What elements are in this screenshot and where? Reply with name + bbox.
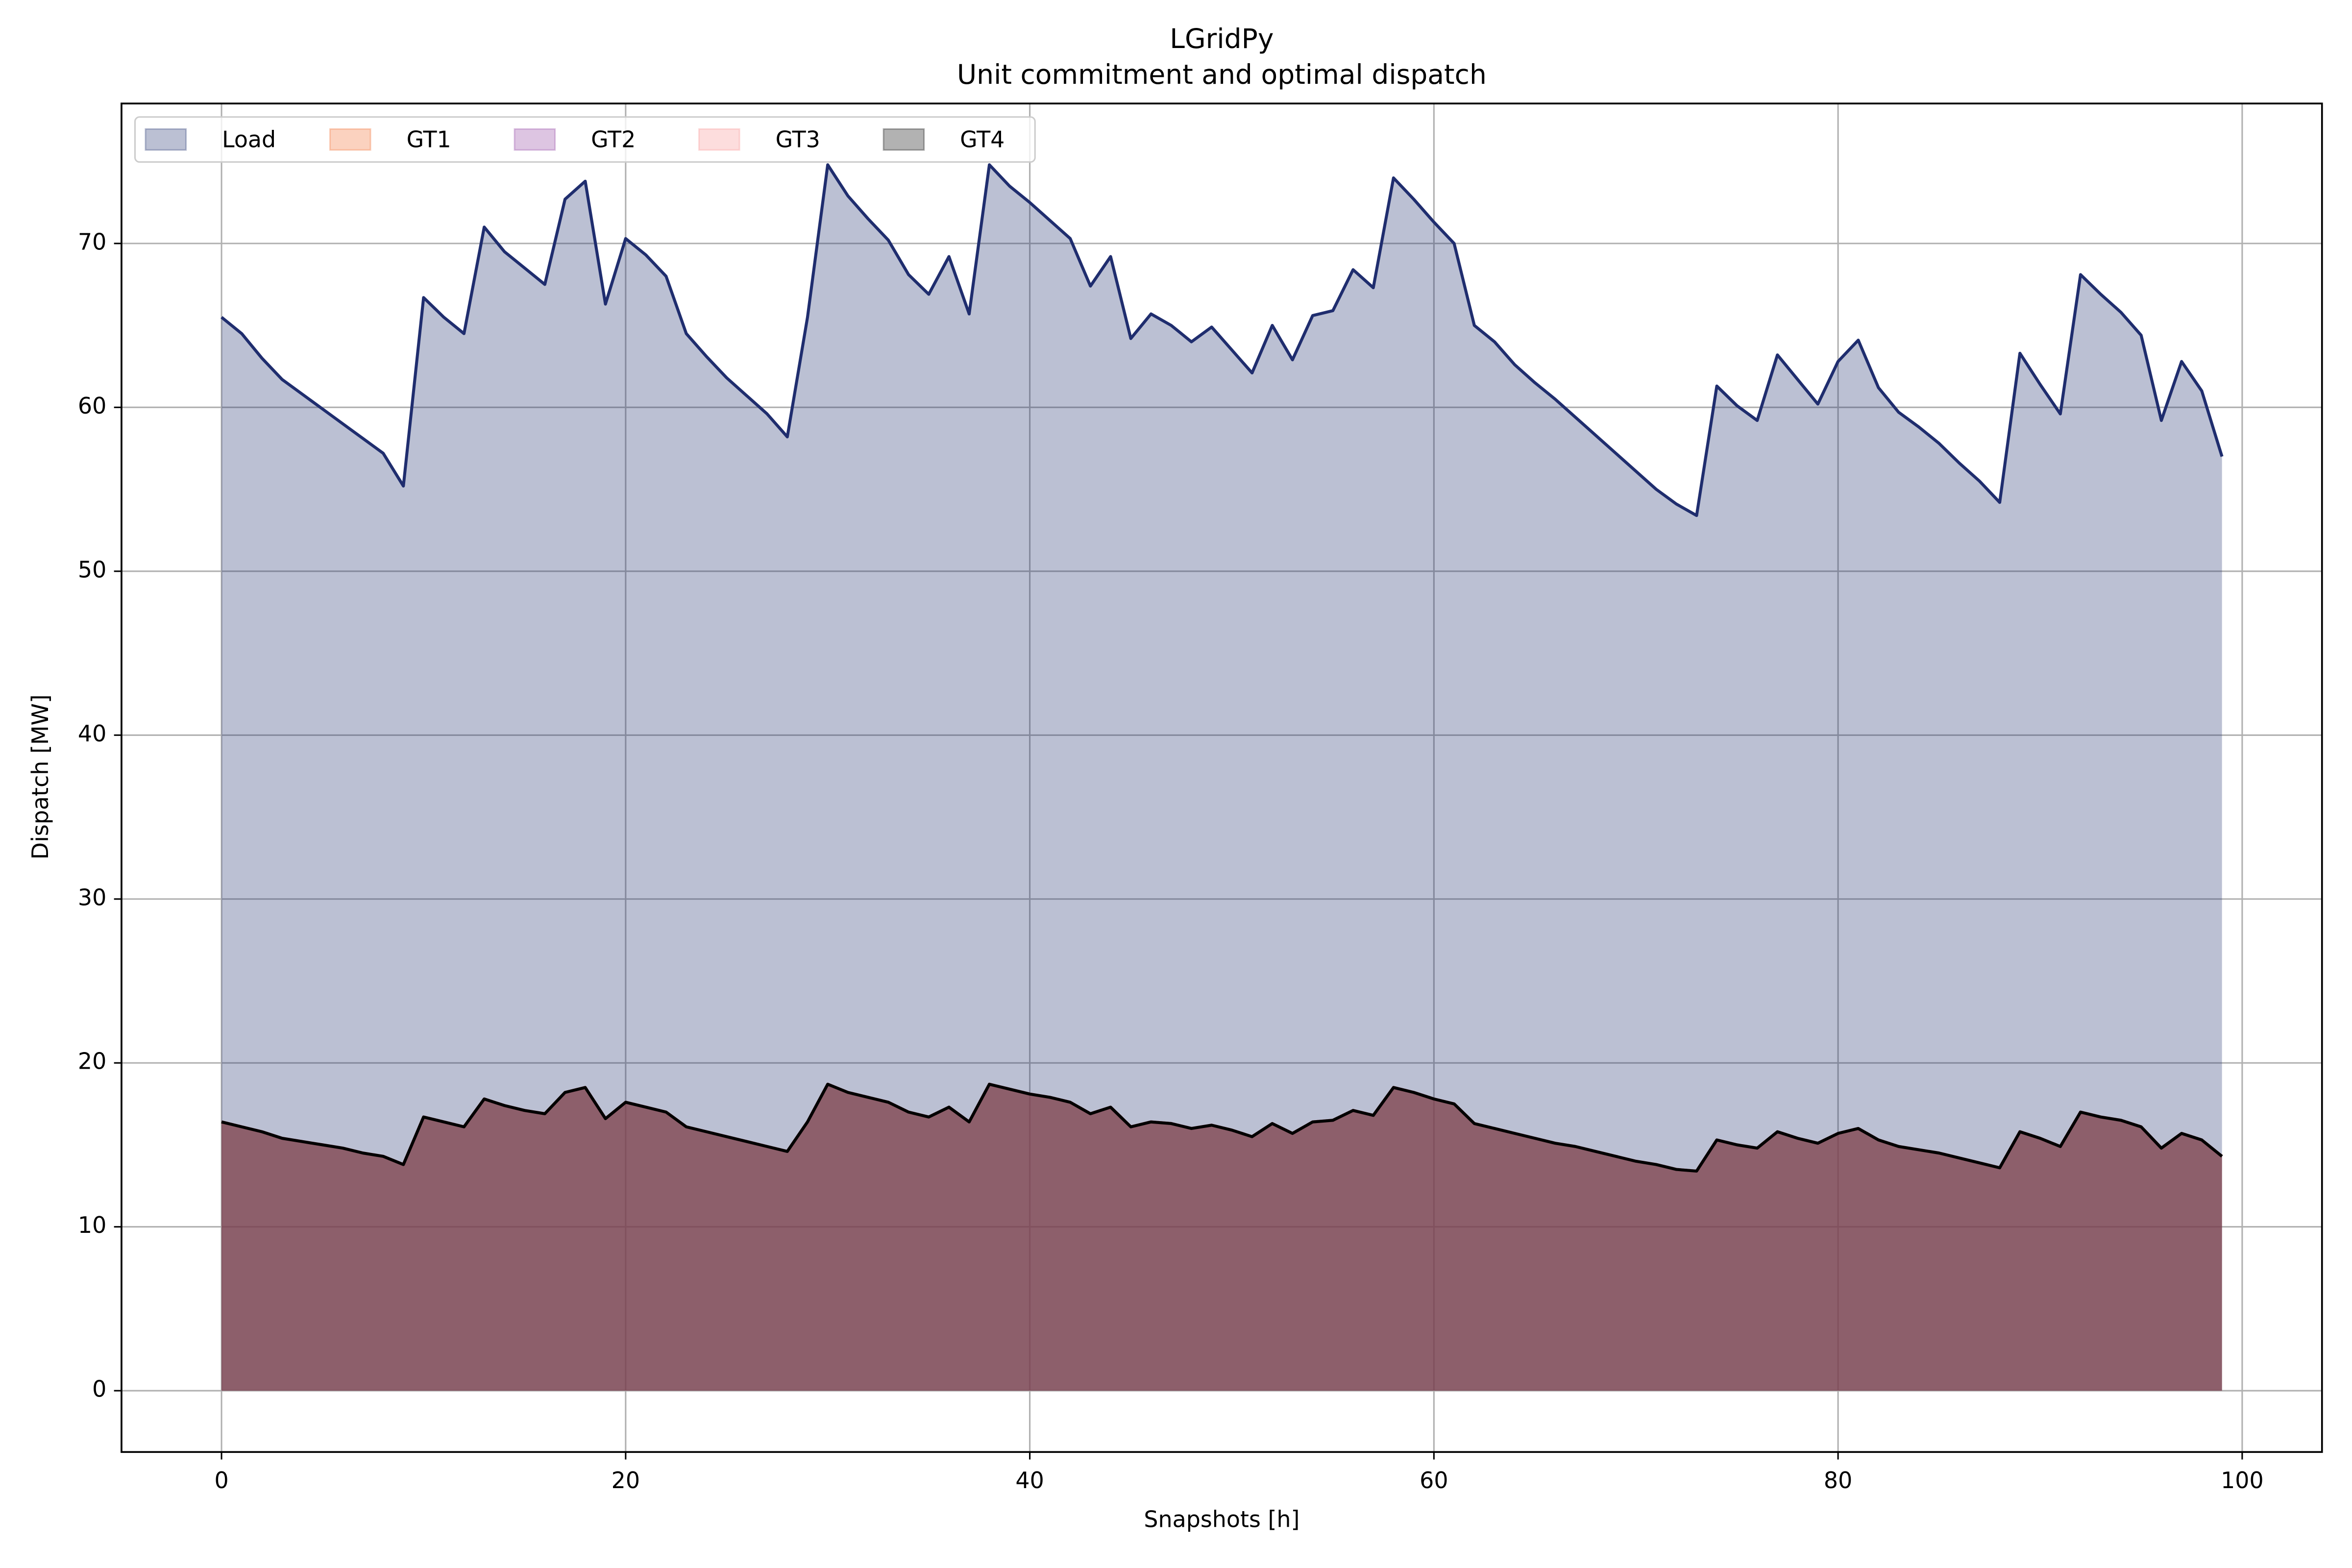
y-tick-label: 70 [78, 228, 106, 255]
legend-box [134, 116, 1036, 163]
y-tick-label: 60 [78, 392, 106, 419]
x-tick-label: 40 [1015, 1467, 1044, 1494]
y-tick-label: 50 [78, 556, 106, 583]
x-tick-label: 20 [612, 1467, 640, 1494]
y-tick-label: 10 [78, 1212, 106, 1238]
legend-label: GT2 [591, 126, 636, 152]
y-tick-label: 0 [92, 1376, 106, 1402]
chart-subtitle: Unit commitment and optimal dispatch [957, 59, 1487, 90]
y-tick-label: 20 [78, 1048, 106, 1075]
area-fill [221, 1084, 2222, 1391]
legend-swatch [514, 128, 556, 151]
area-fill [221, 1084, 2222, 1391]
chart-title: LGridPy [1170, 23, 1274, 54]
x-tick-label: 0 [214, 1467, 228, 1494]
legend: Load GT1 GT2 GT3 GT4 [134, 116, 1036, 163]
y-axis-label: Dispatch [MW] [27, 694, 53, 859]
legend-swatch [145, 128, 187, 151]
y-tick-label: 40 [78, 720, 106, 747]
x-axis-label: Snapshots [h] [1144, 1506, 1299, 1533]
legend-swatch [329, 128, 371, 151]
legend-swatch [698, 128, 740, 151]
legend-swatch [882, 128, 925, 151]
area-line [221, 1082, 2223, 1173]
legend-label: GT3 [776, 126, 820, 152]
legend-label: Load [222, 126, 276, 152]
x-tick-label: 60 [1420, 1467, 1448, 1494]
plot-frame [121, 102, 2323, 1453]
x-tick-label: 80 [1824, 1467, 1852, 1494]
area-fill [221, 165, 2222, 1391]
area-fill [221, 1084, 2222, 1391]
y-tick-label: 30 [78, 884, 106, 910]
legend-label: GT4 [960, 126, 1004, 152]
area-fill [221, 1084, 2222, 1391]
area-line [220, 163, 2224, 517]
x-tick-label: 100 [2221, 1467, 2264, 1494]
legend-label: GT1 [407, 126, 451, 152]
